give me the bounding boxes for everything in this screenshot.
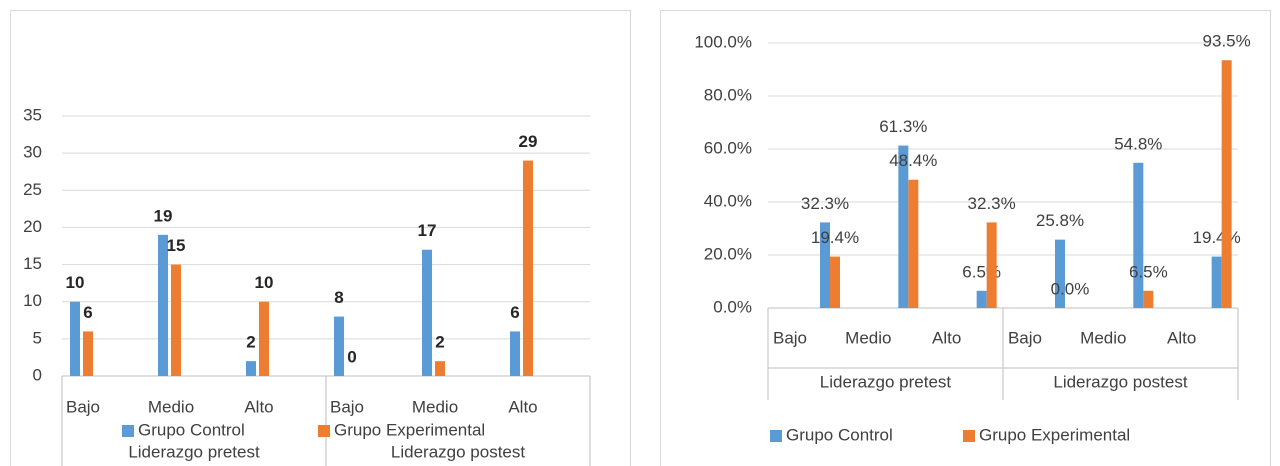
data-label: 8 bbox=[334, 288, 343, 307]
y-tick-label: 100.0% bbox=[694, 32, 752, 51]
data-label: 6 bbox=[510, 303, 519, 322]
y-tick-label: 60.0% bbox=[704, 138, 752, 157]
bar bbox=[70, 301, 80, 376]
x-tick-label: Alto bbox=[1167, 328, 1196, 347]
bar bbox=[259, 301, 269, 376]
y-tick-label: 35 bbox=[23, 105, 42, 124]
x-tick-label: Medio bbox=[1080, 328, 1126, 347]
x-tick-label: Medio bbox=[148, 397, 194, 416]
data-label: 61.3% bbox=[879, 117, 927, 136]
bar bbox=[422, 249, 432, 376]
data-label: 32.3% bbox=[801, 194, 849, 213]
data-label: 25.8% bbox=[1036, 211, 1084, 230]
data-label: 48.4% bbox=[889, 151, 937, 170]
data-label: 10 bbox=[255, 273, 274, 292]
bar bbox=[908, 179, 919, 308]
group-label: Liderazgo pretest bbox=[128, 442, 260, 461]
group-label: Liderazgo postest bbox=[1053, 372, 1187, 391]
x-tick-label: Alto bbox=[932, 328, 961, 347]
bar bbox=[523, 160, 533, 376]
y-tick-label: 15 bbox=[23, 254, 42, 273]
data-label: 2 bbox=[246, 333, 255, 352]
data-label: 15 bbox=[167, 236, 186, 255]
bar bbox=[435, 361, 445, 376]
data-label: 6.5% bbox=[1129, 262, 1168, 281]
bar bbox=[1133, 162, 1144, 308]
bar bbox=[1143, 290, 1154, 308]
data-label: 29 bbox=[519, 132, 538, 151]
bar bbox=[976, 290, 987, 308]
bar bbox=[1211, 256, 1222, 308]
y-tick-label: 0.0% bbox=[713, 297, 752, 316]
legend-label: Grupo Control bbox=[138, 420, 245, 439]
chart-frame bbox=[660, 10, 1271, 466]
bar bbox=[83, 331, 93, 376]
y-tick-label: 20 bbox=[23, 217, 42, 236]
x-tick-label: Medio bbox=[845, 328, 891, 347]
x-tick-label: Bajo bbox=[1008, 328, 1042, 347]
legend-swatch bbox=[963, 430, 975, 442]
data-label: 17 bbox=[418, 221, 437, 240]
data-label: 6 bbox=[83, 303, 92, 322]
data-label: 32.3% bbox=[968, 194, 1016, 213]
y-tick-label: 30 bbox=[23, 143, 42, 162]
data-label: 54.8% bbox=[1114, 134, 1162, 153]
data-label: 93.5% bbox=[1203, 32, 1251, 51]
x-tick-label: Alto bbox=[508, 397, 537, 416]
bar bbox=[158, 234, 168, 376]
x-tick-label: Bajo bbox=[773, 328, 807, 347]
bar bbox=[171, 264, 181, 376]
legend-label: Grupo Experimental bbox=[979, 425, 1130, 444]
bar bbox=[820, 222, 830, 308]
data-label: 19.4% bbox=[1193, 228, 1241, 247]
y-tick-label: 0 bbox=[33, 365, 42, 384]
group-label: Liderazgo pretest bbox=[820, 372, 952, 391]
bar bbox=[510, 331, 520, 376]
data-label: 0.0% bbox=[1051, 279, 1090, 298]
legend-swatch bbox=[122, 425, 134, 437]
y-tick-label: 80.0% bbox=[704, 85, 752, 104]
legend-label: Grupo Control bbox=[786, 425, 893, 444]
legend-swatch bbox=[318, 425, 330, 437]
data-label: 19 bbox=[154, 206, 173, 225]
legend-label: Grupo Experimental bbox=[334, 420, 485, 439]
x-tick-label: Bajo bbox=[330, 397, 364, 416]
y-tick-label: 10 bbox=[23, 291, 42, 310]
bar bbox=[334, 316, 344, 376]
y-tick-label: 20.0% bbox=[704, 244, 752, 263]
data-label: 19.4% bbox=[811, 228, 859, 247]
y-tick-label: 25 bbox=[23, 180, 42, 199]
bar bbox=[898, 145, 909, 308]
y-tick-label: 40.0% bbox=[704, 191, 752, 210]
data-label: 2 bbox=[435, 333, 444, 352]
bar bbox=[1221, 60, 1232, 308]
x-tick-label: Alto bbox=[244, 397, 273, 416]
data-label: 10 bbox=[66, 273, 85, 292]
y-tick-label: 5 bbox=[33, 328, 42, 347]
bar bbox=[246, 361, 256, 376]
bar bbox=[986, 222, 997, 308]
x-tick-label: Medio bbox=[412, 397, 458, 416]
bar bbox=[830, 256, 840, 308]
legend-swatch bbox=[770, 430, 782, 442]
group-label: Liderazgo postest bbox=[391, 442, 525, 461]
bar bbox=[1054, 239, 1065, 308]
data-label: 0 bbox=[347, 347, 356, 366]
x-tick-label: Bajo bbox=[66, 397, 100, 416]
